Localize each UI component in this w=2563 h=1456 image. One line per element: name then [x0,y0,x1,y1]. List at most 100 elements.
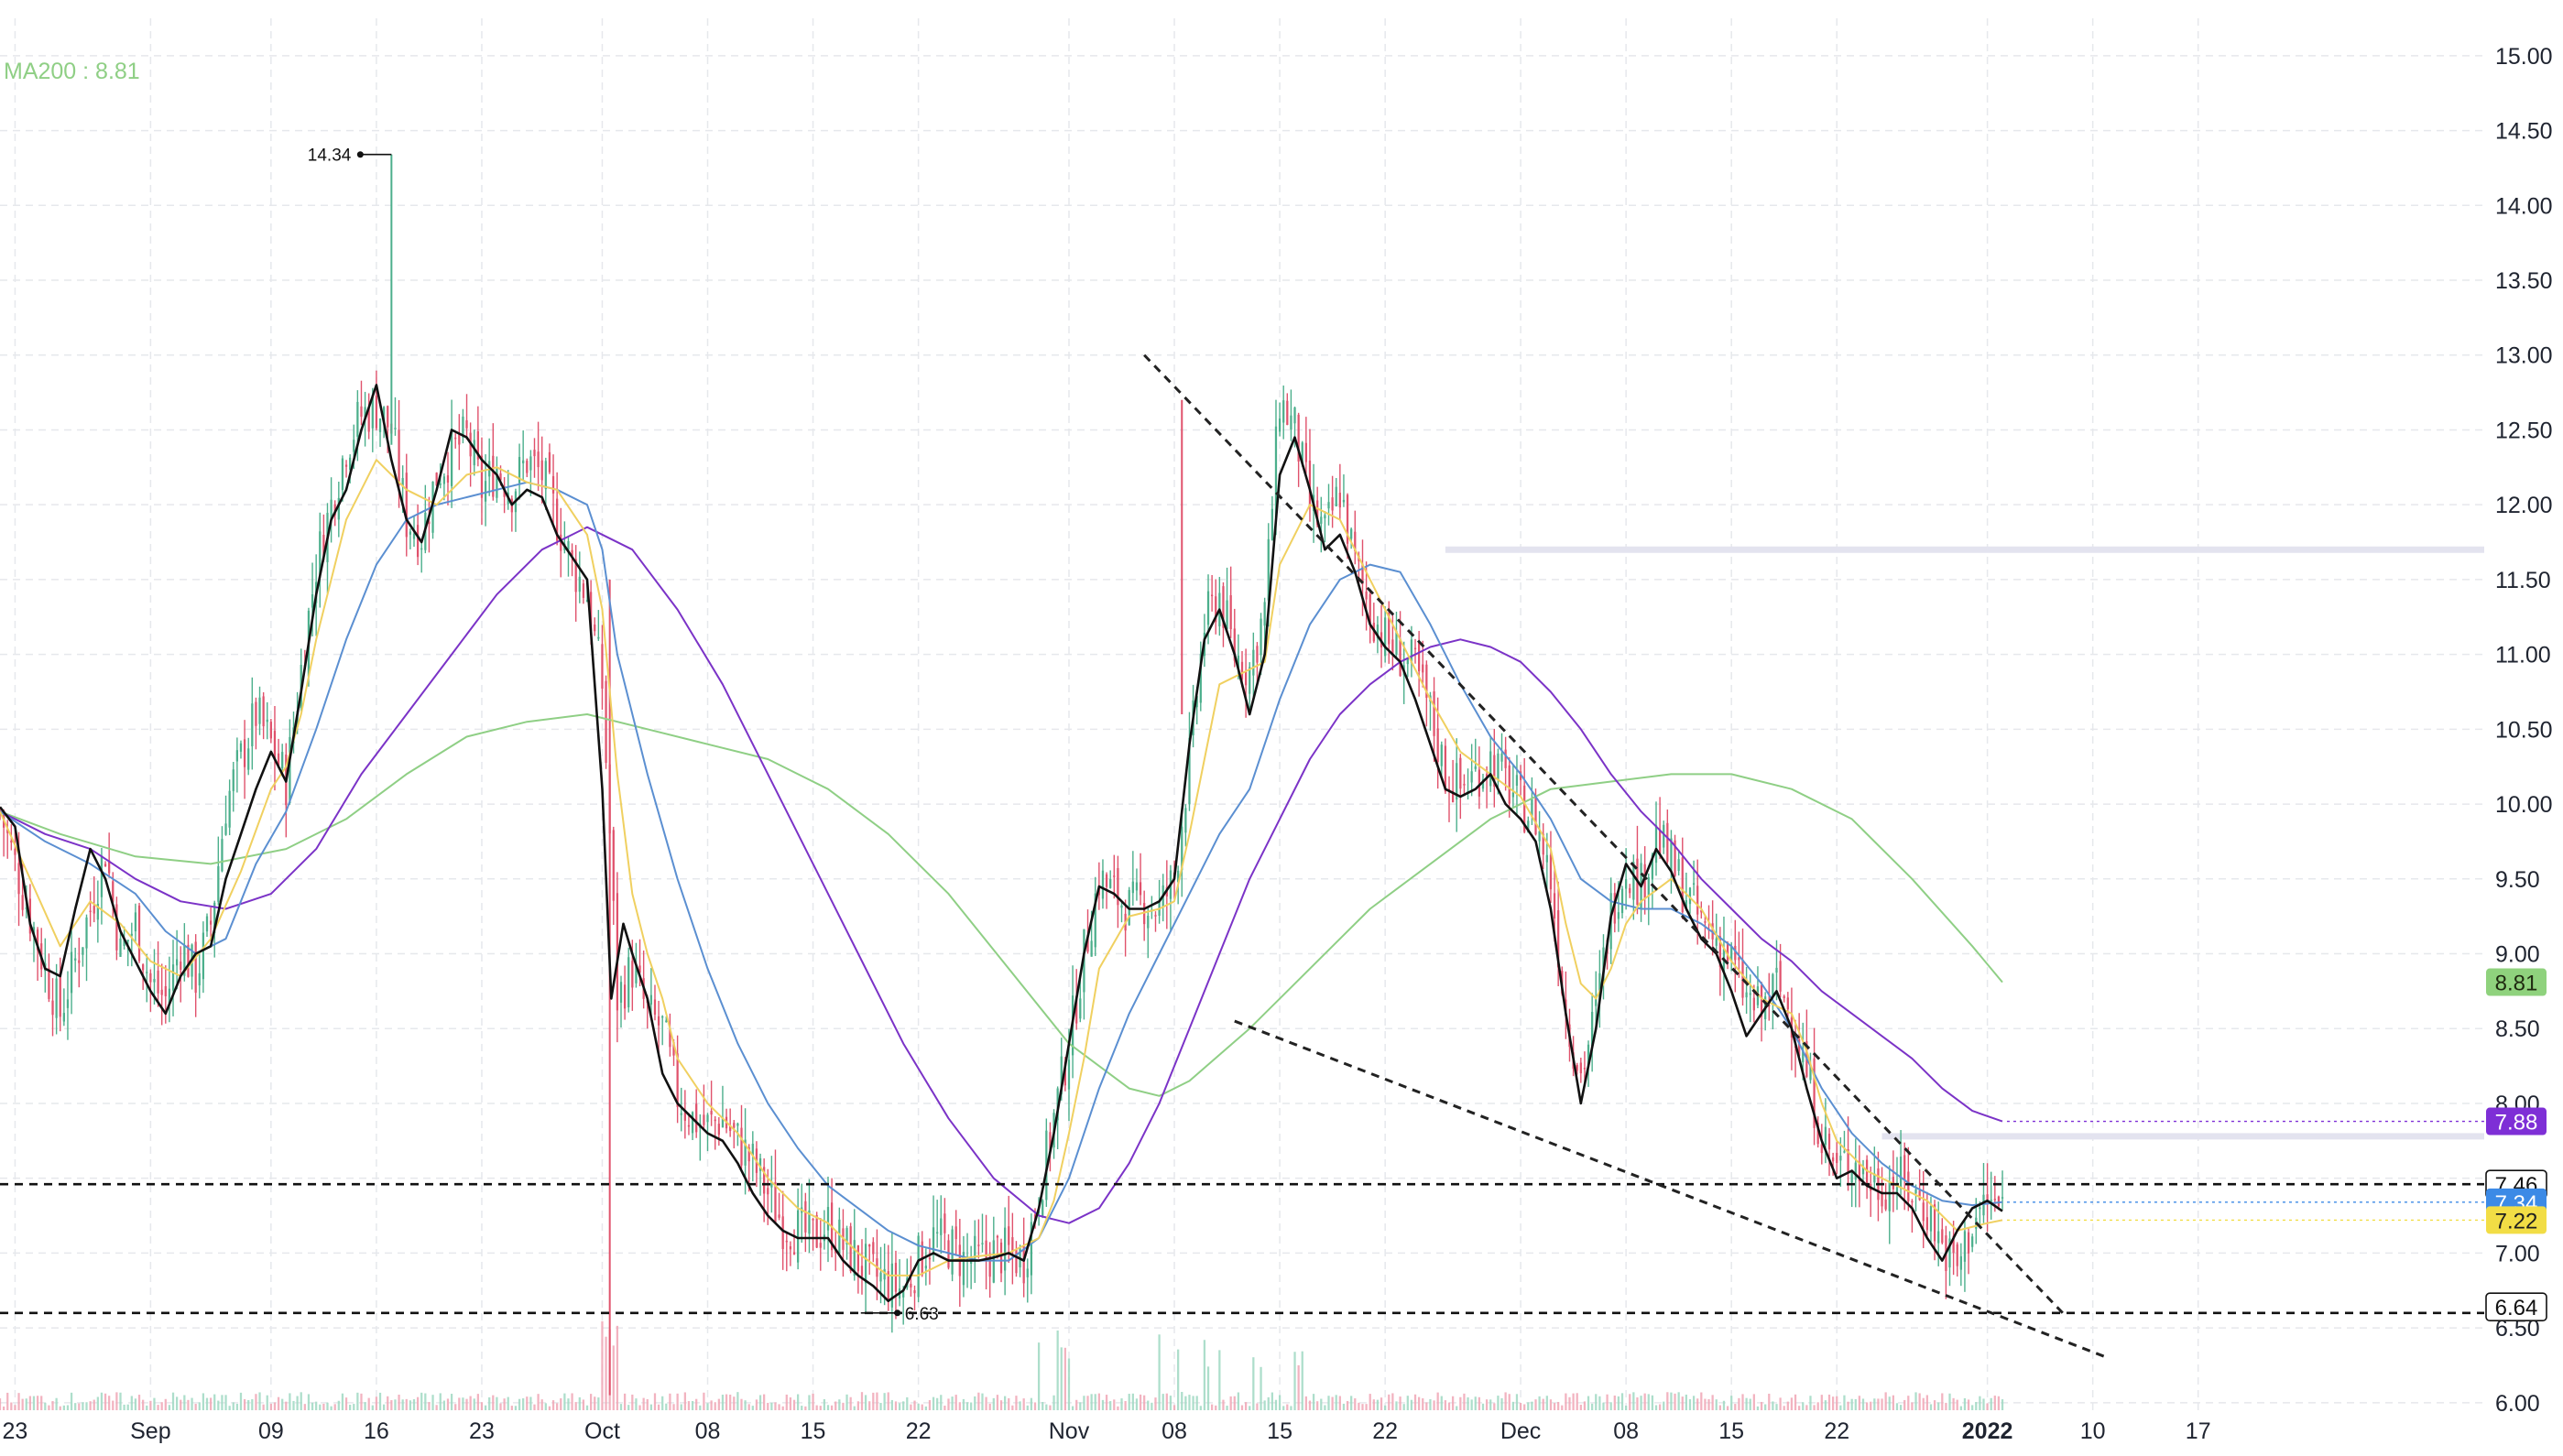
candle-body [108,860,111,874]
candle-body [1971,1236,1974,1247]
candle-body [1113,875,1116,877]
volume-bar [1481,1403,1485,1410]
candle-body [164,985,167,996]
volume-bar [1647,1394,1650,1410]
candle-body [883,1268,886,1280]
candle-body [1681,857,1684,913]
volume-bar [1696,1398,1699,1410]
candle-body [1749,993,1751,995]
candle-body [1226,600,1228,629]
volume-bar [1060,1347,1063,1410]
volume-bar [1493,1403,1496,1410]
volume-bar [623,1393,627,1410]
y-tick-label: 7.00 [2495,1241,2540,1266]
volume-bar [657,1404,660,1410]
volume-bar [781,1406,784,1410]
y-tick-label: 9.00 [2495,942,2540,968]
volume-bar [1440,1396,1443,1410]
candle-body [1527,820,1530,833]
y-tick-label: 13.50 [2495,268,2553,294]
volume-bar [970,1402,973,1410]
chart-grid [0,18,2484,1410]
volume-bar [202,1393,205,1410]
candle-body [96,903,99,920]
volume-bar [819,1406,822,1410]
volume-bar [1816,1402,1819,1410]
volume-bar [1609,1402,1612,1410]
candle-body [635,965,638,983]
volume-bar [134,1398,137,1410]
volume-bar [601,1320,604,1410]
price-tag-7-22: 7.22 [2486,1206,2547,1234]
annotation-dot [356,151,364,158]
volume-bar [860,1392,864,1410]
volume-bar [1534,1399,1537,1410]
candle-body [1271,508,1274,540]
volume-bar [1711,1395,1714,1410]
candle-body [1914,1189,1917,1194]
volume-bar [1240,1405,1244,1410]
candle-body [1836,1152,1838,1164]
volume-bar [326,1402,329,1410]
price-tag-box [2486,1206,2547,1234]
candle-body [1783,995,1785,998]
volume-bar [1350,1396,1353,1410]
candle-body [1075,995,1078,1024]
volume-bar [1402,1404,1405,1410]
volume-bar [273,1402,277,1410]
candle-body [1049,1132,1052,1151]
candle-body [1553,893,1556,919]
volume-bar [1899,1405,1903,1410]
volume-bar [1026,1405,1029,1410]
volume-bar [1105,1395,1108,1410]
volume-bar [1139,1394,1142,1410]
candle-body [1542,833,1544,855]
candle-body [879,1272,882,1282]
volume-bar [1824,1400,1827,1410]
candle-body [928,1257,932,1260]
candle-body [1489,751,1492,787]
volume-bar [974,1396,976,1410]
volume-bar [401,1399,404,1410]
candle-body [1135,882,1139,891]
trendline-upper[interactable] [1143,353,2064,1314]
volume-bar [1572,1393,1575,1410]
candle-body [269,722,272,739]
candle-body [619,982,623,1003]
candle-body [1105,874,1108,887]
candle-body [209,920,213,925]
volume-bar [1075,1399,1078,1410]
volume-bar [804,1406,807,1410]
candle-body [789,1246,792,1250]
volume-bar [767,1402,769,1410]
volume-bar [239,1392,243,1410]
candle-body [1117,868,1119,906]
candle-body [1481,778,1485,789]
volume-bar [1847,1401,1849,1410]
candle-body [533,450,536,457]
volume-bar [1820,1395,1823,1410]
volume-bar [319,1404,322,1410]
volume-bar [1982,1398,1985,1410]
volume-bar [695,1398,698,1410]
volume-bar [1447,1402,1451,1410]
x-tick-label: 22 [1824,1418,1849,1444]
x-tick-label: 15 [1267,1418,1292,1444]
candle-body [540,460,543,481]
volume-bar [1045,1404,1048,1410]
volume-bar [371,1405,374,1410]
volume-bar [1764,1404,1767,1410]
volume-bar [1768,1393,1771,1410]
trendlines[interactable] [1143,353,2109,1360]
candle-body [1651,854,1654,880]
candle-body [601,644,604,689]
y-tick-label: 10.00 [2495,792,2553,818]
volume-bar [412,1399,416,1410]
x-axis[interactable]: 23 Sep 09 16 23 Oct 08 15 22 Nov 08 15 22 Dec 08 15 22 20… [3,1418,2211,1444]
volume-bar [1827,1394,1831,1410]
trendline-lower[interactable] [1234,1019,2109,1360]
candle-body [1267,538,1270,601]
volume-bar [458,1397,461,1410]
candle-body [1523,785,1526,832]
